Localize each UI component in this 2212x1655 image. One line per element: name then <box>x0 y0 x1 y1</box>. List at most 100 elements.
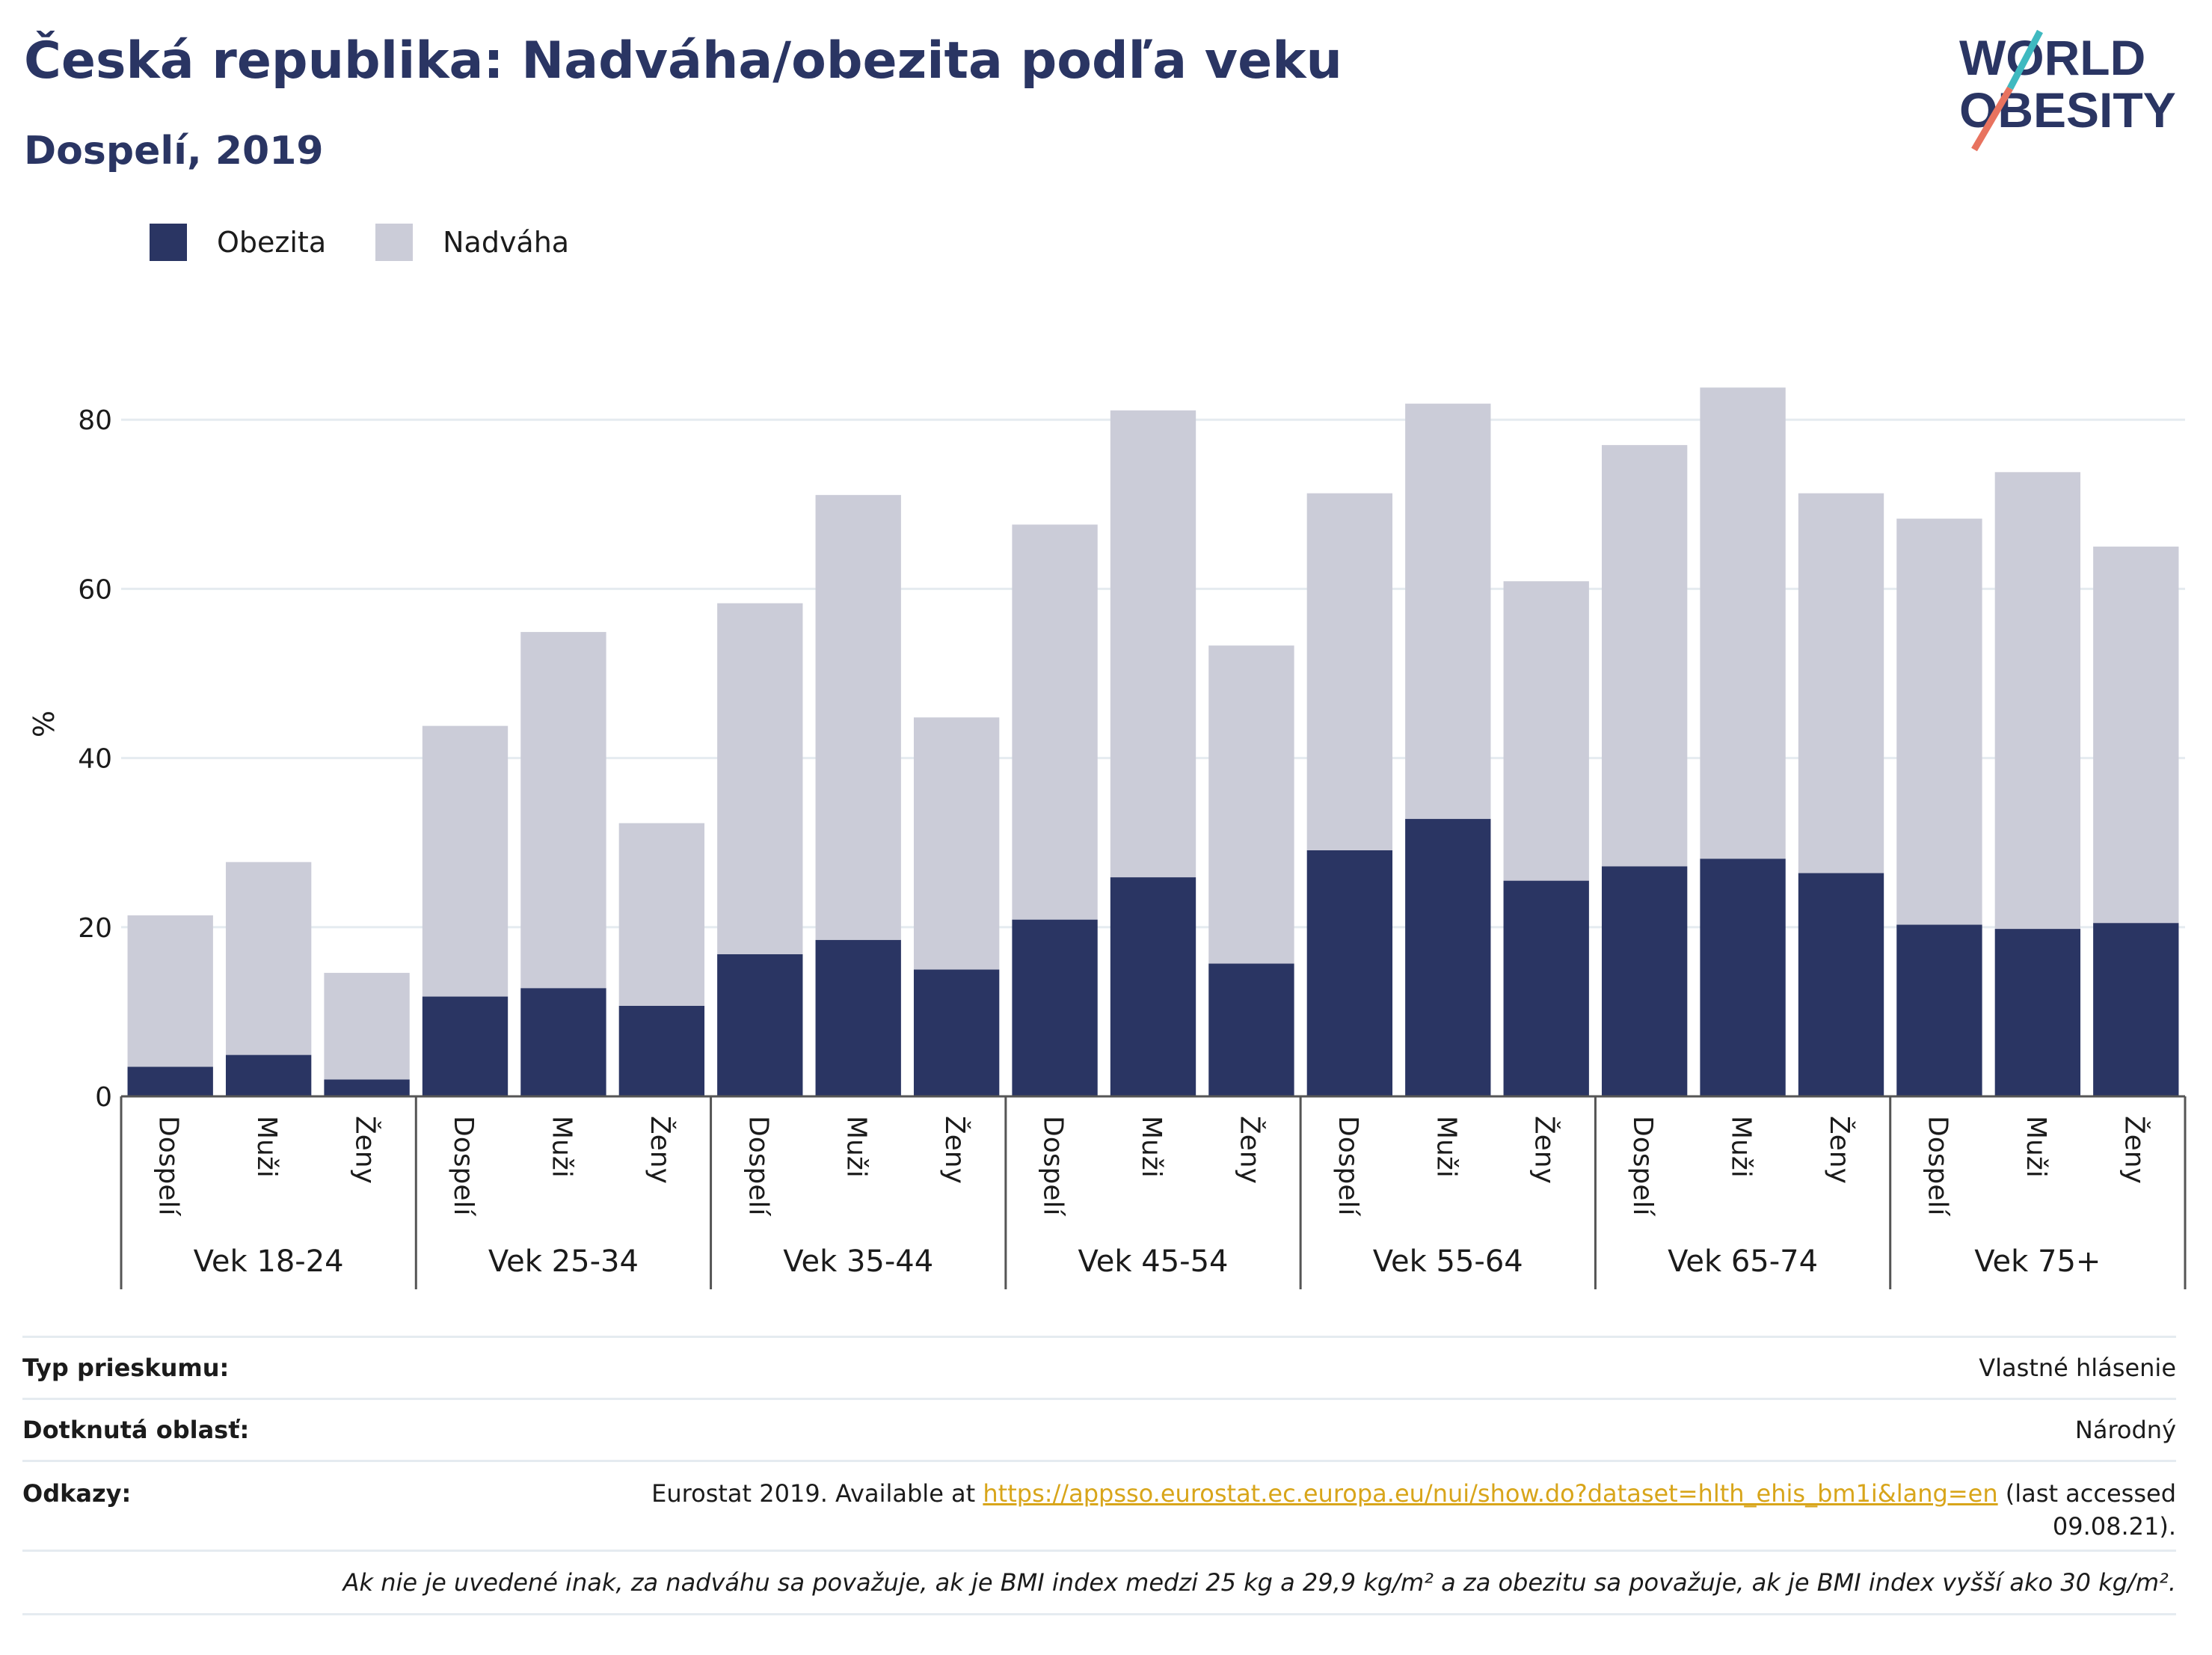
bar-overweight <box>717 603 803 954</box>
x-tick-label: Ženy <box>645 1116 676 1184</box>
x-tick-label: Ženy <box>2119 1116 2150 1184</box>
bar-overweight <box>1700 387 1786 859</box>
bar-obesity <box>225 1054 312 1096</box>
bar-obesity <box>1208 963 1294 1096</box>
bar-obesity <box>127 1066 213 1096</box>
bar-overweight <box>422 725 509 997</box>
y-tick-label: 0 <box>95 1082 112 1113</box>
legend-item-overweight: Nadváha <box>375 224 569 261</box>
x-tick-label: Muži <box>1136 1116 1167 1178</box>
y-tick-label: 40 <box>78 744 112 775</box>
bar-obesity <box>913 969 1000 1096</box>
bar-obesity <box>422 996 509 1096</box>
page-subtitle: Dospelí, 2019 <box>24 129 324 174</box>
bar-obesity <box>1896 924 1982 1096</box>
x-tick-label: Muži <box>546 1116 577 1178</box>
bmi-note: Ak nie je uvedené inak, za nadváhu sa po… <box>22 1550 2176 1615</box>
bar-obesity <box>1700 859 1786 1096</box>
bar-overweight <box>1994 472 2081 930</box>
bar-obesity <box>1012 919 1098 1096</box>
x-tick-label: Dospelí <box>1038 1116 1069 1217</box>
x-tick-label: Dospelí <box>153 1116 184 1217</box>
bar-overweight <box>1306 493 1393 850</box>
bar-overweight <box>1896 518 1982 925</box>
x-tick-label: Muži <box>841 1116 872 1178</box>
logo-stroke-coral <box>1971 86 2013 152</box>
bar-obesity <box>324 1079 410 1096</box>
info-row-references: Odkazy: Eurostat 2019. Available at http… <box>22 1460 2176 1550</box>
y-tick-label: 60 <box>78 574 112 605</box>
bar-overweight <box>815 494 901 940</box>
stacked-bar-chart: 0 20 40 60 80% Dospelí Muži Ženy Dospelí Muži Ženy… <box>28 387 2187 1289</box>
bar-obesity <box>1503 880 1589 1096</box>
bar-overweight <box>2093 546 2179 924</box>
info-row-survey-type: Typ prieskumu: Vlastné hlásenie <box>22 1336 2176 1398</box>
x-tick-label: Dospelí <box>743 1116 773 1217</box>
bar-obesity <box>520 988 606 1096</box>
group-label: Vek 18-24 <box>194 1244 344 1279</box>
world-obesity-logo: WORLD OBESITY <box>1959 29 2176 152</box>
x-tick-label: Muži <box>2021 1116 2051 1178</box>
x-tick-label: Ženy <box>1529 1116 1561 1184</box>
bar-obesity <box>815 939 901 1096</box>
bar-obesity <box>1405 819 1491 1096</box>
survey-type-label: Typ prieskumu: <box>22 1354 230 1382</box>
y-tick-label: 20 <box>78 913 112 944</box>
bar-obesity <box>1994 929 2081 1096</box>
bar-obesity <box>1601 866 1688 1096</box>
bar-overweight <box>225 862 312 1055</box>
x-tick-label: Dospelí <box>1627 1116 1658 1217</box>
bar-overweight <box>1503 581 1589 881</box>
chart-legend: Obezita Nadváha <box>150 221 618 263</box>
area-label: Dotknutá oblasť: <box>22 1416 250 1444</box>
references-prefix: Eurostat 2019. Available at <box>651 1479 983 1508</box>
area-value: Národný <box>2074 1416 2176 1444</box>
group-label: Vek 35-44 <box>783 1244 933 1279</box>
bar-overweight <box>324 972 410 1080</box>
bar-overweight <box>1405 403 1491 820</box>
group-label: Vek 75+ <box>1974 1244 2101 1279</box>
legend-label-overweight: Nadváha <box>443 226 570 259</box>
legend-item-obesity: Obezita <box>150 224 326 261</box>
x-tick-label: Ženy <box>939 1116 971 1184</box>
legend-swatch-obesity <box>150 224 187 261</box>
bar-obesity <box>618 1005 705 1096</box>
group-label: Vek 55-64 <box>1373 1244 1523 1279</box>
x-tick-label: Dospelí <box>1922 1116 1953 1217</box>
bar-overweight <box>127 915 213 1067</box>
references-value: Eurostat 2019. Available at https://apps… <box>643 1477 2176 1543</box>
bar-overweight <box>1110 410 1196 878</box>
y-tick-label: 80 <box>78 405 112 436</box>
group-label: Vek 65-74 <box>1668 1244 1818 1279</box>
bar-overweight <box>1208 645 1294 964</box>
info-row-area: Dotknutá oblasť: Národný <box>22 1398 2176 1460</box>
references-label: Odkazy: <box>22 1479 132 1508</box>
bar-overweight <box>913 717 1000 970</box>
bar-overweight <box>618 823 705 1006</box>
references-suffix: (last accessed 09.08.21). <box>1997 1479 2176 1541</box>
references-link[interactable]: https://appsso.eurostat.ec.europa.eu/nui… <box>983 1479 1998 1508</box>
x-tick-label: Muži <box>251 1116 282 1178</box>
page-title: Česká republika: Nadváha/obezita podľa v… <box>24 31 1342 90</box>
bar-obesity <box>1306 850 1393 1096</box>
info-table: Typ prieskumu: Vlastné hlásenie Dotknutá… <box>22 1336 2176 1615</box>
y-axis-label: % <box>28 710 61 737</box>
x-tick-label: Ženy <box>1824 1116 1855 1184</box>
bar-obesity <box>1110 877 1196 1096</box>
group-label: Vek 45-54 <box>1078 1244 1229 1279</box>
bar-overweight <box>1798 493 1884 873</box>
logo-line2: OBESITY <box>1959 82 2176 138</box>
x-tick-label: Dospelí <box>448 1116 479 1217</box>
bar-overweight <box>1012 524 1098 920</box>
bar-obesity <box>1798 873 1884 1096</box>
x-tick-label: Muži <box>1431 1116 1461 1178</box>
x-tick-label: Ženy <box>1234 1116 1265 1184</box>
logo-stroke-teal <box>2007 29 2043 90</box>
legend-label-obesity: Obezita <box>217 226 327 259</box>
logo-line1: WORLD <box>1959 30 2145 85</box>
bar-overweight <box>520 632 606 989</box>
legend-swatch-overweight <box>375 224 414 261</box>
survey-type-value: Vlastné hlásenie <box>1979 1354 2176 1382</box>
x-tick-label: Ženy <box>350 1116 381 1184</box>
group-label: Vek 25-34 <box>488 1244 639 1279</box>
